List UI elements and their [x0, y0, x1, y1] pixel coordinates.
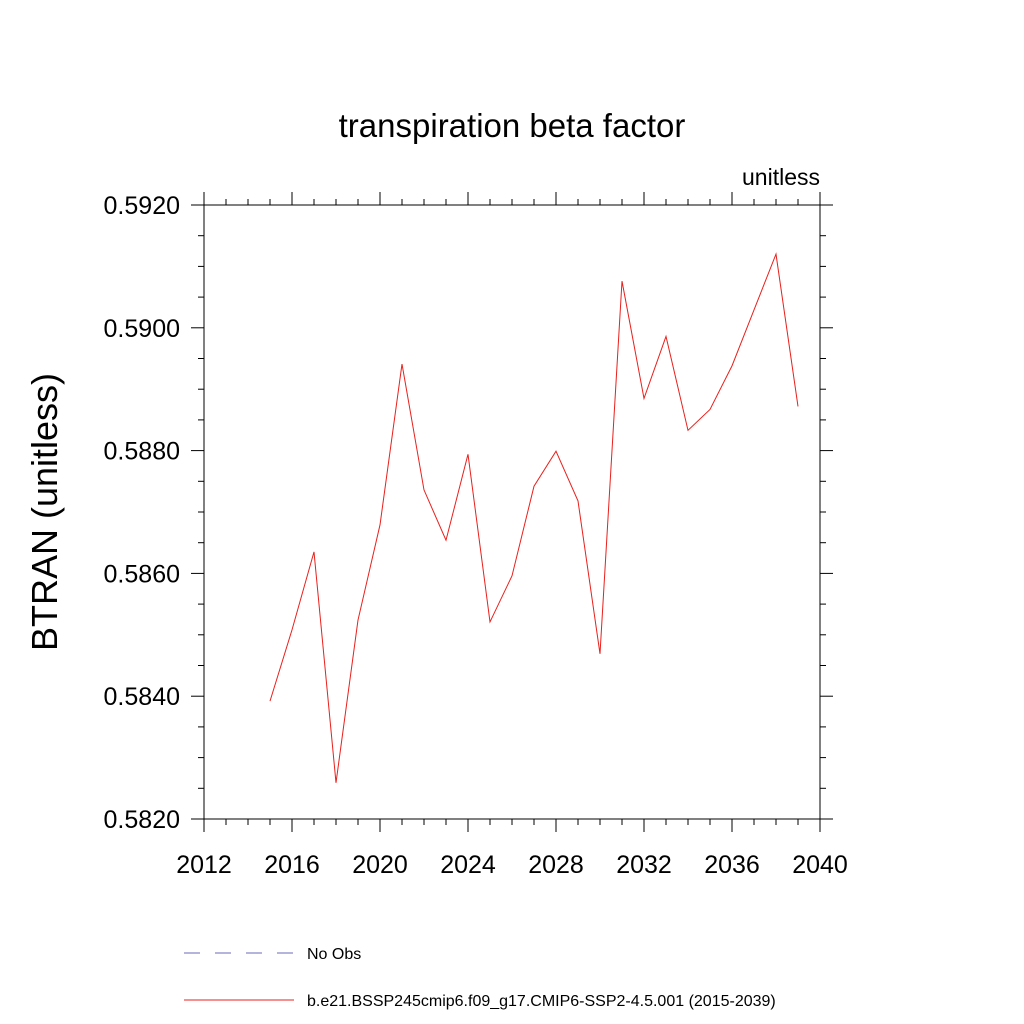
- y-tick-label: 0.5820: [104, 806, 180, 834]
- y-tick-label: 0.5920: [104, 192, 180, 220]
- legend-label-no-obs: No Obs: [307, 946, 361, 963]
- series-line-ssp245: [269, 252, 799, 783]
- x-tick-label: 2040: [792, 851, 848, 879]
- x-tick-label: 2020: [352, 851, 408, 879]
- legend-label-ssp245: b.e21.BSSP245cmip6.f09_g17.CMIP6-SSP2-4.…: [307, 993, 776, 1010]
- x-tick-label: 2036: [704, 851, 760, 879]
- legend: No Obs b.e21.BSSP245cmip6.f09_g17.CMIP6-…: [184, 946, 776, 1010]
- plot-frame: [203, 204, 821, 820]
- y-tick-label: 0.5840: [104, 683, 180, 711]
- y-tick-label: 0.5860: [104, 560, 180, 588]
- x-tick-label: 2012: [176, 851, 232, 879]
- y-tick-label: 0.5880: [104, 438, 180, 466]
- series-layer: [269, 252, 799, 783]
- x-tick-label: 2032: [616, 851, 672, 879]
- y-axis-label: BTRAN (unitless): [24, 373, 65, 651]
- x-tick-label: 2028: [528, 851, 584, 879]
- x-tick-label: 2024: [440, 851, 496, 879]
- units-label: unitless: [742, 164, 820, 190]
- chart-title: transpiration beta factor: [339, 107, 686, 144]
- axis-ticks: [191, 192, 833, 832]
- y-tick-label: 0.5900: [104, 315, 180, 343]
- x-tick-label: 2016: [264, 851, 320, 879]
- axis-tick-labels: 2012 2016 2020 2024 2028 2032 2036 2040 0.5820 0.…: [104, 192, 848, 879]
